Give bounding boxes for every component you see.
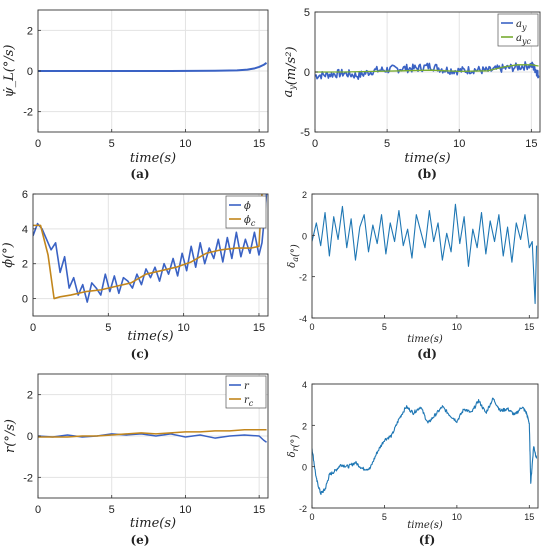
subplot-caption: (e) <box>131 533 150 547</box>
x-axis-label: time(s) <box>404 151 450 166</box>
x-tick-label: 15 <box>525 138 537 150</box>
x-tick-label: 5 <box>382 322 387 332</box>
x-tick-label: 5 <box>382 512 387 522</box>
x-tick-label: 0 <box>312 138 318 150</box>
y-tick-label: 2 <box>27 390 33 402</box>
y-axis-label: ay(m/s²) <box>281 46 299 97</box>
subplot-caption: (b) <box>417 167 437 181</box>
y-tick-label: 0 <box>27 66 33 78</box>
x-tick-label: 5 <box>384 138 390 150</box>
x-tick-label: 0 <box>309 322 314 332</box>
x-tick-label: 10 <box>452 512 462 522</box>
x-tick-label: 10 <box>178 322 190 334</box>
y-axis-label: δr(°) <box>287 435 301 458</box>
plot-area <box>312 384 538 508</box>
axes-frame <box>311 383 539 509</box>
x-tick-label: 0 <box>35 138 41 150</box>
series-line-a_yc <box>315 64 539 73</box>
x-tick-label: 5 <box>109 504 115 516</box>
x-tick-label: 10 <box>453 138 465 150</box>
x-axis-label: time(s) <box>130 151 176 166</box>
y-tick-label: -2 <box>299 504 307 514</box>
x-tick-label: 10 <box>452 322 462 332</box>
subplot-caption: (d) <box>417 347 437 361</box>
legend-entry: ϕ <box>244 201 251 212</box>
x-tick-label: 15 <box>524 512 534 522</box>
y-tick-label: 6 <box>22 189 28 201</box>
y-axis-label: δa(°) <box>287 244 301 268</box>
y-tick-label: 0 <box>22 294 28 306</box>
y-tick-label: 4 <box>302 380 307 390</box>
y-tick-label: -2 <box>23 472 33 484</box>
subplot-caption: (a) <box>130 167 149 181</box>
x-tick-label: 0 <box>309 512 314 522</box>
series-line-r_c <box>38 429 267 438</box>
axes-frame <box>311 193 539 319</box>
series-line-s0 <box>312 203 538 305</box>
x-tick-label: 0 <box>35 504 41 516</box>
subplot-c: 0 5 10 15 0 2 4 6 time(s) ϕ(°) ϕ ϕc (c) <box>1 189 269 361</box>
y-tick-label: 2 <box>302 421 307 431</box>
legend-entry: ay <box>516 19 527 32</box>
legend-entry: r <box>244 381 250 392</box>
series-line-ϕ_c <box>33 194 263 300</box>
legend-entry: rc <box>244 395 254 408</box>
subplot-e: 0 5 10 15 -2 0 2 time(s) r(°/s) r rc (e) <box>3 373 269 547</box>
y-tick-label: -5 <box>300 127 310 139</box>
y-tick-label: 0 <box>304 67 310 79</box>
x-tick-label: 5 <box>105 322 111 334</box>
subplot-caption: (c) <box>131 347 150 361</box>
x-axis-label: time(s) <box>130 516 176 531</box>
y-tick-label: -2 <box>23 107 33 119</box>
x-tick-label: 10 <box>179 138 191 150</box>
subplot-d: 0 5 10 15 -4 -2 0 2 time(s) δa(°) (d) <box>287 190 539 361</box>
x-tick-label: 15 <box>253 504 265 516</box>
legend: ϕ ϕc <box>225 195 267 229</box>
subplot-caption: (f) <box>419 533 436 547</box>
y-tick-label: 4 <box>22 224 28 236</box>
x-tick-label: 15 <box>253 138 265 150</box>
series-line-s0 <box>312 397 538 495</box>
y-axis-label: ψ̇_L(°/s) <box>2 44 17 97</box>
x-tick-label: 0 <box>30 322 36 334</box>
plot-area <box>312 194 538 318</box>
x-axis-label: time(s) <box>407 520 443 531</box>
y-axis-label: ϕ(°) <box>1 242 16 268</box>
y-tick-label: 0 <box>27 431 33 443</box>
subplot-a: 0 5 10 15 -2 0 2 time(s) ψ̇_L(°/s) (a) <box>2 9 269 181</box>
legend: r rc <box>225 375 267 409</box>
series-line-s0 <box>38 62 268 72</box>
y-tick-label: 0 <box>302 231 307 241</box>
y-axis-label: r(°/s) <box>3 419 18 453</box>
axes-frame <box>32 193 269 317</box>
x-axis-label: time(s) <box>407 334 443 345</box>
y-tick-label: -2 <box>299 273 307 283</box>
x-tick-label: 5 <box>109 138 115 150</box>
x-tick-label: 10 <box>179 504 191 516</box>
x-tick-label: 15 <box>524 322 534 332</box>
y-tick-label: 5 <box>304 7 310 19</box>
legend-entry: ayc <box>516 33 531 46</box>
y-tick-label: 2 <box>302 190 307 200</box>
legend-entry: ϕc <box>244 215 256 228</box>
x-tick-label: 15 <box>253 322 265 334</box>
y-tick-label: 2 <box>27 25 33 37</box>
y-tick-label: 2 <box>22 259 28 271</box>
y-tick-label: 0 <box>302 463 307 473</box>
y-tick-label: -4 <box>299 314 307 324</box>
x-axis-label: time(s) <box>127 329 173 344</box>
